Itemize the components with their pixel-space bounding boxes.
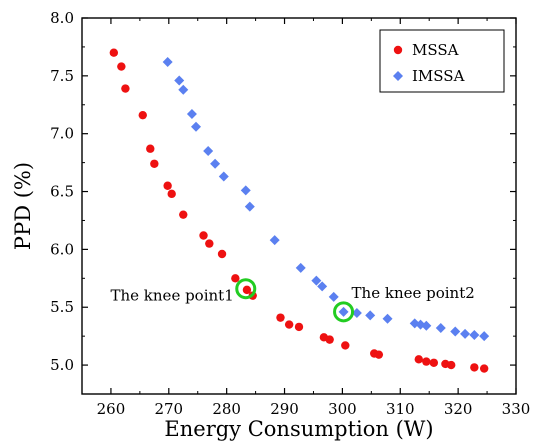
data-point-imssa — [479, 331, 490, 342]
x-tick-label: 300 — [328, 400, 357, 418]
data-point-mssa — [109, 48, 119, 57]
data-point-mssa — [121, 84, 130, 93]
series-imssa — [162, 56, 490, 342]
data-point-imssa — [351, 308, 362, 319]
y-tick-label: 7.5 — [50, 67, 74, 85]
y-axis-title: PPD (%) — [11, 162, 35, 250]
data-point-imssa — [435, 323, 446, 334]
data-point-imssa — [382, 313, 393, 324]
data-point-mssa — [205, 239, 214, 248]
x-tick-label: 270 — [154, 400, 183, 418]
data-point-mssa — [429, 358, 439, 367]
x-tick-label: 310 — [386, 400, 415, 418]
data-point-imssa — [450, 326, 461, 337]
y-tick-label: 6.5 — [50, 183, 74, 201]
data-point-mssa — [470, 363, 479, 372]
data-point-imssa — [218, 171, 229, 182]
data-point-imssa — [186, 109, 197, 120]
data-point-mssa — [179, 210, 188, 219]
data-point-mssa — [117, 62, 126, 71]
data-point-mssa — [199, 231, 208, 240]
data-point-mssa — [146, 144, 155, 153]
data-point-mssa — [284, 320, 294, 329]
data-point-mssa — [150, 159, 159, 168]
x-tick-label: 320 — [444, 400, 473, 418]
data-point-imssa — [162, 56, 173, 67]
series-mssa — [109, 48, 489, 373]
y-tick-label: 5.5 — [50, 298, 74, 316]
plot-frame — [81, 17, 517, 395]
annotation-knee-point-1: The knee point1 — [111, 287, 234, 305]
x-axis-title: Energy Consumption (W) — [164, 417, 433, 441]
data-point-imssa — [190, 121, 201, 132]
data-point-imssa — [311, 275, 322, 286]
data-point-mssa — [414, 355, 423, 364]
knee-point-ring-1 — [235, 278, 257, 300]
legend: MSSA IMSSA — [379, 29, 505, 93]
data-point-imssa — [469, 329, 480, 340]
data-point-imssa — [421, 320, 432, 331]
data-point-imssa — [295, 262, 306, 273]
data-point-mssa — [422, 357, 431, 366]
data-point-imssa — [210, 158, 221, 169]
data-point-imssa — [328, 291, 339, 302]
data-point-imssa — [174, 75, 185, 86]
legend-marker-mssa — [393, 45, 403, 55]
data-point-mssa — [374, 350, 384, 359]
data-point-imssa — [317, 281, 328, 292]
data-point-mssa — [446, 360, 456, 370]
x-tick-label: 260 — [97, 400, 126, 418]
annotation-knee-point-2: The knee point2 — [352, 284, 475, 302]
legend-marker-imssa — [393, 71, 403, 81]
data-point-mssa — [479, 364, 489, 373]
data-point-mssa — [242, 285, 252, 295]
data-point-imssa — [460, 328, 471, 339]
data-point-imssa — [338, 306, 349, 317]
data-point-mssa — [231, 274, 240, 283]
y-tick-label: 8.0 — [50, 9, 74, 27]
legend-box — [379, 29, 505, 93]
data-point-imssa — [178, 84, 189, 95]
data-point-mssa — [341, 341, 350, 350]
data-point-mssa — [325, 335, 334, 344]
y-tick-label: 5.0 — [50, 356, 74, 374]
legend-label-mssa: MSSA — [412, 41, 459, 59]
data-point-imssa — [365, 310, 376, 321]
data-point-mssa — [138, 110, 147, 120]
data-point-imssa — [203, 146, 214, 157]
x-tick-label: 330 — [502, 400, 531, 418]
data-point-imssa — [244, 201, 255, 212]
data-point-imssa — [240, 185, 251, 196]
y-tick-label: 6.0 — [50, 240, 74, 258]
x-tick-label: 290 — [270, 400, 299, 418]
x-tick-label: 280 — [212, 400, 241, 418]
legend-label-imssa: IMSSA — [412, 67, 465, 85]
y-tick-label: 7.0 — [50, 125, 74, 143]
data-point-mssa — [294, 322, 304, 332]
data-point-mssa — [163, 181, 172, 190]
data-point-mssa — [217, 249, 227, 259]
data-point-mssa — [167, 189, 176, 199]
data-point-mssa — [276, 313, 285, 322]
knee-point-ring-2 — [333, 301, 355, 323]
data-point-imssa — [269, 235, 280, 246]
